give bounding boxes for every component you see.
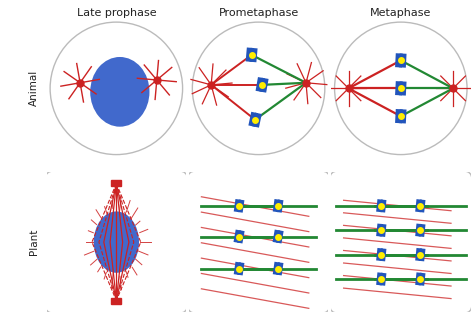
Text: Animal: Animal <box>29 70 39 107</box>
Bar <box>111 180 121 186</box>
Title: Prometaphase: Prometaphase <box>219 8 299 18</box>
Ellipse shape <box>94 212 139 273</box>
Title: Late prophase: Late prophase <box>76 8 156 18</box>
Bar <box>111 298 121 304</box>
Text: Plant: Plant <box>29 229 39 255</box>
Ellipse shape <box>90 57 149 127</box>
Title: Metaphase: Metaphase <box>370 8 431 18</box>
